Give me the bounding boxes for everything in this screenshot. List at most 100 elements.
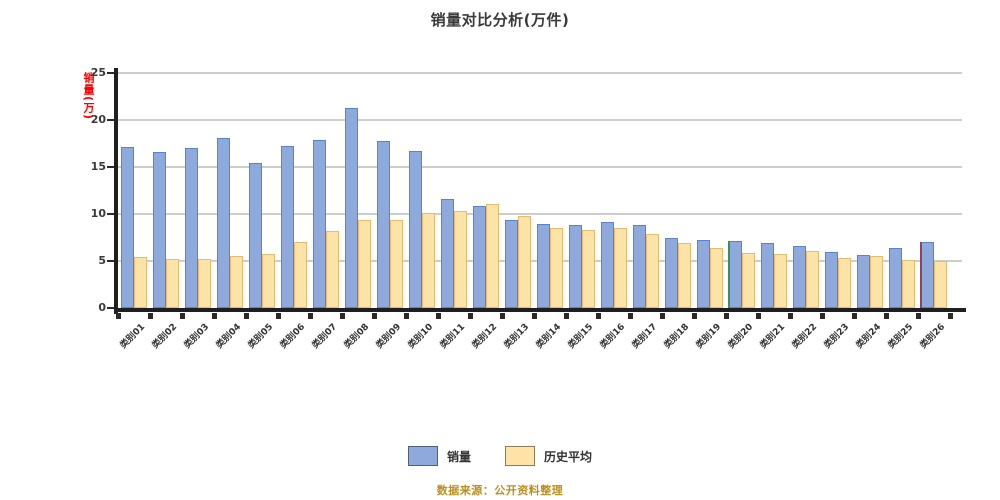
x-tick-4 [244,313,249,319]
bar-销量-17 [633,225,646,308]
x-tick-14 [564,313,569,319]
bar-销量-18 [665,237,678,308]
x-axis-line [114,308,966,312]
y-tick-0 [107,307,115,309]
bar-历史平均-20 [742,252,755,308]
x-tick-12 [500,313,505,319]
source-note: 数据来源：公开资料整理 [436,484,564,497]
bar-历史平均-1 [134,257,147,308]
bar-历史平均-3 [198,259,211,308]
y-axis-title: 销量(万) [82,72,95,121]
gridline-25 [118,72,962,74]
x-tick-0 [116,313,121,319]
x-tick-10 [436,313,441,319]
bar-销量-14 [537,224,550,308]
bar-历史平均-25 [902,260,915,308]
bar-历史平均-23 [838,258,851,308]
legend-label-average: 历史平均 [544,449,593,464]
gridline-20 [118,119,962,121]
y-tick-label-10: 10 [90,207,106,220]
x-tick-20 [756,313,761,319]
bar-历史平均-17 [646,233,659,308]
x-tick-11 [468,313,473,319]
x-tick-15 [596,313,601,319]
legend-item-sales: 销量 [407,446,471,466]
legend-swatch-tan [505,446,535,466]
bar-销量-9 [377,140,390,308]
bar-历史平均-13 [518,215,531,308]
green-accent-line [728,241,730,308]
bar-销量-22 [793,245,806,308]
bar-销量-7 [313,139,326,308]
maroon-accent-line [920,242,922,308]
y-tick-5 [107,260,115,262]
gridline-15 [118,166,962,168]
y-tick-label-5: 5 [98,254,106,267]
bar-历史平均-21 [774,254,787,308]
x-tick-8 [372,313,377,319]
bar-销量-6 [281,146,294,308]
chart-title: 销量对比分析(万件) [430,11,570,29]
legend-swatch-blue [407,446,438,466]
bar-历史平均-2 [166,259,179,308]
bar-销量-3 [185,148,198,308]
bar-销量-5 [249,163,262,308]
x-tick-21 [788,313,793,319]
bar-历史平均-5 [262,254,275,308]
bar-销量-19 [697,240,710,308]
bar-销量-24 [857,255,870,308]
y-tick-20 [107,119,115,121]
x-tick-16 [628,313,633,319]
bar-销量-8 [345,107,358,308]
bar-历史平均-14 [550,228,563,308]
bar-销量-13 [505,219,518,308]
x-tick-18 [692,313,697,319]
x-tick-5 [276,313,281,319]
bar-销量-4 [217,137,230,308]
x-tick-19 [724,313,729,319]
bar-销量-26 [921,242,934,308]
y-tick-label-20: 20 [90,113,106,126]
bar-销量-15 [569,225,582,308]
bar-销量-11 [441,198,454,308]
gridline-10 [118,213,962,215]
x-tick-26 [948,313,953,319]
bar-历史平均-7 [326,230,339,308]
bar-销量-12 [473,205,486,308]
bar-历史平均-16 [614,228,627,308]
y-tick-label-25: 25 [90,66,106,79]
x-tick-25 [916,313,921,319]
y-tick-label-0: 0 [98,301,106,314]
bar-历史平均-8 [358,219,371,308]
bar-销量-16 [601,222,614,308]
bar-历史平均-4 [230,256,243,308]
bar-销量-10 [409,151,422,308]
bar-历史平均-11 [454,211,467,308]
x-tick-17 [660,313,665,319]
bar-历史平均-26 [934,261,947,308]
y-tick-10 [107,213,115,215]
bar-销量-21 [761,243,774,308]
bar-历史平均-9 [390,219,403,308]
x-tick-3 [212,313,217,319]
x-tick-7 [340,313,345,319]
legend-label-sales: 销量 [446,449,471,464]
bar-历史平均-22 [806,250,819,308]
x-tick-1 [148,313,153,319]
x-tick-6 [308,313,313,319]
bar-历史平均-18 [678,243,691,308]
legend-item-average: 历史平均 [505,446,592,466]
x-tick-22 [820,313,825,319]
x-tick-24 [884,313,889,319]
bar-销量-25 [889,247,902,308]
x-tick-9 [404,313,409,319]
bar-历史平均-19 [710,247,723,308]
y-tick-label-15: 15 [90,160,106,173]
bar-销量-1 [121,147,134,308]
bar-销量-23 [825,251,838,308]
y-tick-25 [107,72,115,74]
bar-历史平均-10 [422,213,435,308]
bar-销量-20 [729,241,742,308]
